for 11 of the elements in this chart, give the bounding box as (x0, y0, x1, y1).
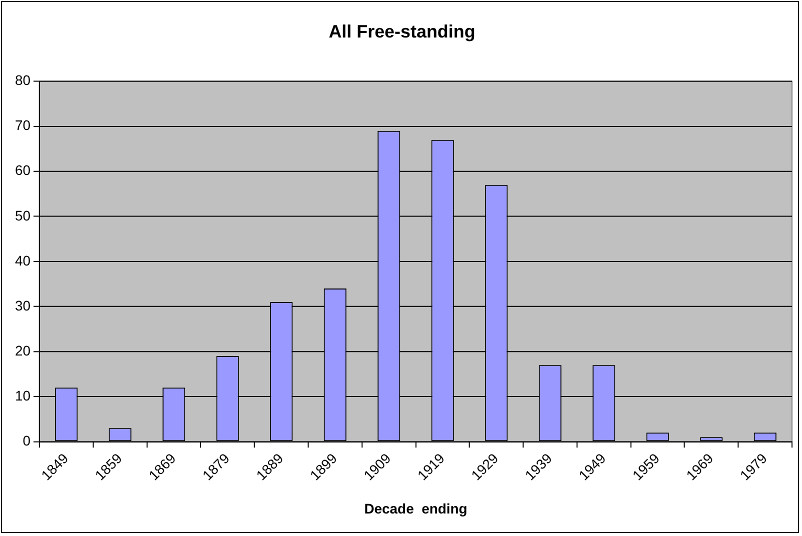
y-tick-label: 30 (14, 297, 31, 314)
y-tick-label: 0 (22, 432, 31, 448)
y-tick-label: 70 (14, 117, 31, 134)
chart-title: All Free-standing (328, 22, 476, 42)
y-tick-label: 10 (14, 387, 31, 404)
y-tick-label: 60 (14, 162, 31, 178)
x-axis-title: Decade ending (364, 500, 468, 517)
y-tick-label: 20 (14, 342, 31, 358)
y-tick-label: 40 (14, 252, 31, 268)
y-tick-label: 50 (14, 207, 31, 224)
y-tick-label: 80 (14, 72, 31, 88)
